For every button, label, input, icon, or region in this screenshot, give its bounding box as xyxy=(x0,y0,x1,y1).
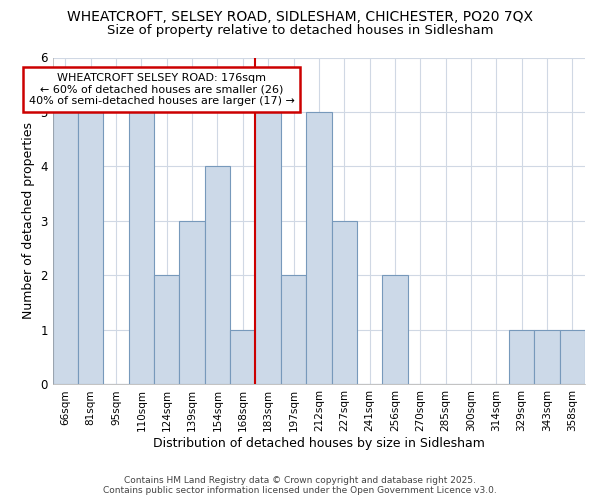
Bar xyxy=(179,221,205,384)
X-axis label: Distribution of detached houses by size in Sidlesham: Distribution of detached houses by size … xyxy=(153,437,485,450)
Bar xyxy=(205,166,230,384)
Bar xyxy=(382,276,407,384)
Bar xyxy=(78,112,103,384)
Text: Size of property relative to detached houses in Sidlesham: Size of property relative to detached ho… xyxy=(107,24,493,37)
Text: WHEATCROFT SELSEY ROAD: 176sqm
← 60% of detached houses are smaller (26)
40% of : WHEATCROFT SELSEY ROAD: 176sqm ← 60% of … xyxy=(29,73,295,106)
Bar xyxy=(560,330,585,384)
Bar xyxy=(332,221,357,384)
Bar xyxy=(281,276,306,384)
Bar xyxy=(509,330,535,384)
Text: Contains public sector information licensed under the Open Government Licence v3: Contains public sector information licen… xyxy=(103,486,497,495)
Bar xyxy=(53,112,78,384)
Bar xyxy=(256,112,281,384)
Y-axis label: Number of detached properties: Number of detached properties xyxy=(22,122,35,320)
Bar xyxy=(154,276,179,384)
Bar xyxy=(230,330,256,384)
Text: WHEATCROFT, SELSEY ROAD, SIDLESHAM, CHICHESTER, PO20 7QX: WHEATCROFT, SELSEY ROAD, SIDLESHAM, CHIC… xyxy=(67,10,533,24)
Bar xyxy=(129,112,154,384)
Bar xyxy=(535,330,560,384)
Bar xyxy=(306,112,332,384)
Text: Contains HM Land Registry data © Crown copyright and database right 2025.: Contains HM Land Registry data © Crown c… xyxy=(124,476,476,485)
